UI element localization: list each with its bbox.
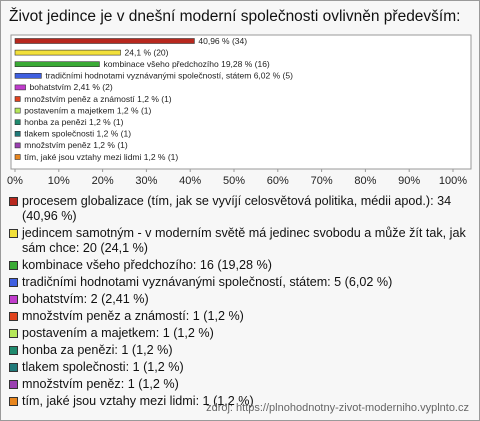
legend-swatch bbox=[9, 329, 18, 338]
bar bbox=[14, 84, 26, 91]
value-label: 40,96 % (34) bbox=[198, 36, 247, 46]
value-label: tradičními hodnotami vyznávanými společn… bbox=[45, 71, 293, 81]
value-label: množstvím peněz a známostí 1,2 % (1) bbox=[24, 94, 172, 104]
x-tick-label: 70% bbox=[311, 175, 333, 187]
value-label: postavením a majetkem 1,2 % (1) bbox=[24, 105, 151, 115]
chart-title: Život jedince je v dnešní moderní společ… bbox=[9, 8, 461, 25]
bar bbox=[14, 38, 195, 44]
legend-swatch bbox=[9, 278, 18, 287]
legend-item: procesem globalizace (tím, jak se vyvíjí… bbox=[7, 194, 473, 224]
bar bbox=[14, 142, 21, 149]
legend-item: kombinace všeho předchozího: 16 (19,28 %… bbox=[7, 258, 473, 273]
x-tick-label: 50% bbox=[223, 175, 245, 187]
value-label: honba za penězi 1,2 % (1) bbox=[24, 117, 123, 127]
x-tick-label: 90% bbox=[398, 175, 420, 187]
legend-label: procesem globalizace (tím, jak se vyvíjí… bbox=[22, 194, 452, 223]
legend-item: tím, jaké jsou vztahy mezi lidmi: 1 (1,2… bbox=[7, 394, 473, 409]
legend-swatch bbox=[9, 229, 18, 238]
x-tick-label: 0% bbox=[7, 175, 23, 187]
value-label: kombinace všeho předchozího 19,28 % (16) bbox=[103, 59, 269, 69]
chart: 0% 10% 20% 30% 40% 50% 60% 70% 80% 90% 100% 40,96 %… bbox=[7, 34, 472, 187]
bar bbox=[14, 154, 21, 160]
legend-label: množstvím peněz: 1 (1,2 %) bbox=[22, 377, 179, 391]
x-tick-label: 10% bbox=[48, 175, 70, 187]
legend-label: bohatstvím: 2 (2,41 %) bbox=[22, 292, 149, 306]
legend-label: honba za penězi: 1 (1,2 %) bbox=[22, 343, 173, 357]
value-label: množstvím peněz 1,2 % (1) bbox=[24, 140, 128, 150]
bar bbox=[14, 96, 21, 102]
x-tick-label: 80% bbox=[354, 175, 376, 187]
legend-item: množstvím peněz a známostí: 1 (1,2 %) bbox=[7, 309, 473, 324]
plot-area bbox=[10, 34, 472, 170]
x-tick-label: 60% bbox=[267, 175, 289, 187]
legend-label: tradičními hodnotami vyznávanými společn… bbox=[22, 275, 393, 289]
value-label: bohatstvím 2,41 % (2) bbox=[30, 82, 113, 92]
x-tick-label: 30% bbox=[135, 175, 157, 187]
bar bbox=[14, 49, 121, 56]
legend-item: postavením a majetkem: 1 (1,2 %) bbox=[7, 326, 473, 341]
bar bbox=[14, 119, 21, 125]
value-label: tlakem společnosti 1,2 % (1) bbox=[24, 129, 131, 139]
legend-swatch bbox=[9, 295, 18, 304]
bar bbox=[14, 131, 21, 137]
legend-item: tradičními hodnotami vyznávanými společn… bbox=[7, 275, 473, 290]
bar bbox=[14, 72, 42, 79]
legend-swatch bbox=[9, 346, 18, 355]
legend-item: honba za penězi: 1 (1,2 %) bbox=[7, 343, 473, 358]
value-label: tím, jaké jsou vztahy mezi lidmi 1,2 % (… bbox=[24, 152, 178, 162]
legend-label: tím, jaké jsou vztahy mezi lidmi: 1 (1,2… bbox=[22, 394, 254, 408]
legend-swatch bbox=[9, 397, 18, 406]
legend-label: kombinace všeho předchozího: 16 (19,28 %… bbox=[22, 258, 272, 272]
legend: procesem globalizace (tím, jak se vyvíjí… bbox=[7, 194, 473, 411]
legend-swatch bbox=[9, 363, 18, 372]
legend-item: množstvím peněz: 1 (1,2 %) bbox=[7, 377, 473, 392]
legend-item: tlakem společnosti: 1 (1,2 %) bbox=[7, 360, 473, 375]
x-tick-label: 100% bbox=[439, 175, 467, 187]
legend-label: jedincem samotným - v moderním světě má … bbox=[22, 226, 466, 255]
x-tick-label: 40% bbox=[179, 175, 201, 187]
legend-label: postavením a majetkem: 1 (1,2 %) bbox=[22, 326, 214, 340]
legend-label: tlakem společnosti: 1 (1,2 %) bbox=[22, 360, 184, 374]
source: zdroj: https://plnohodnotny-zivot-modern… bbox=[206, 402, 469, 414]
legend-label: množstvím peněz a známostí: 1 (1,2 %) bbox=[22, 309, 244, 323]
bar bbox=[14, 61, 100, 68]
x-tick-label: 20% bbox=[92, 175, 114, 187]
legend-item: jedincem samotným - v moderním světě má … bbox=[7, 226, 473, 256]
value-label: 24,1 % (20) bbox=[125, 47, 169, 57]
legend-item: bohatstvím: 2 (2,41 %) bbox=[7, 292, 473, 307]
legend-swatch bbox=[9, 312, 18, 321]
legend-swatch bbox=[9, 197, 18, 206]
bar bbox=[14, 107, 21, 114]
legend-swatch bbox=[9, 261, 18, 270]
legend-swatch bbox=[9, 380, 18, 389]
